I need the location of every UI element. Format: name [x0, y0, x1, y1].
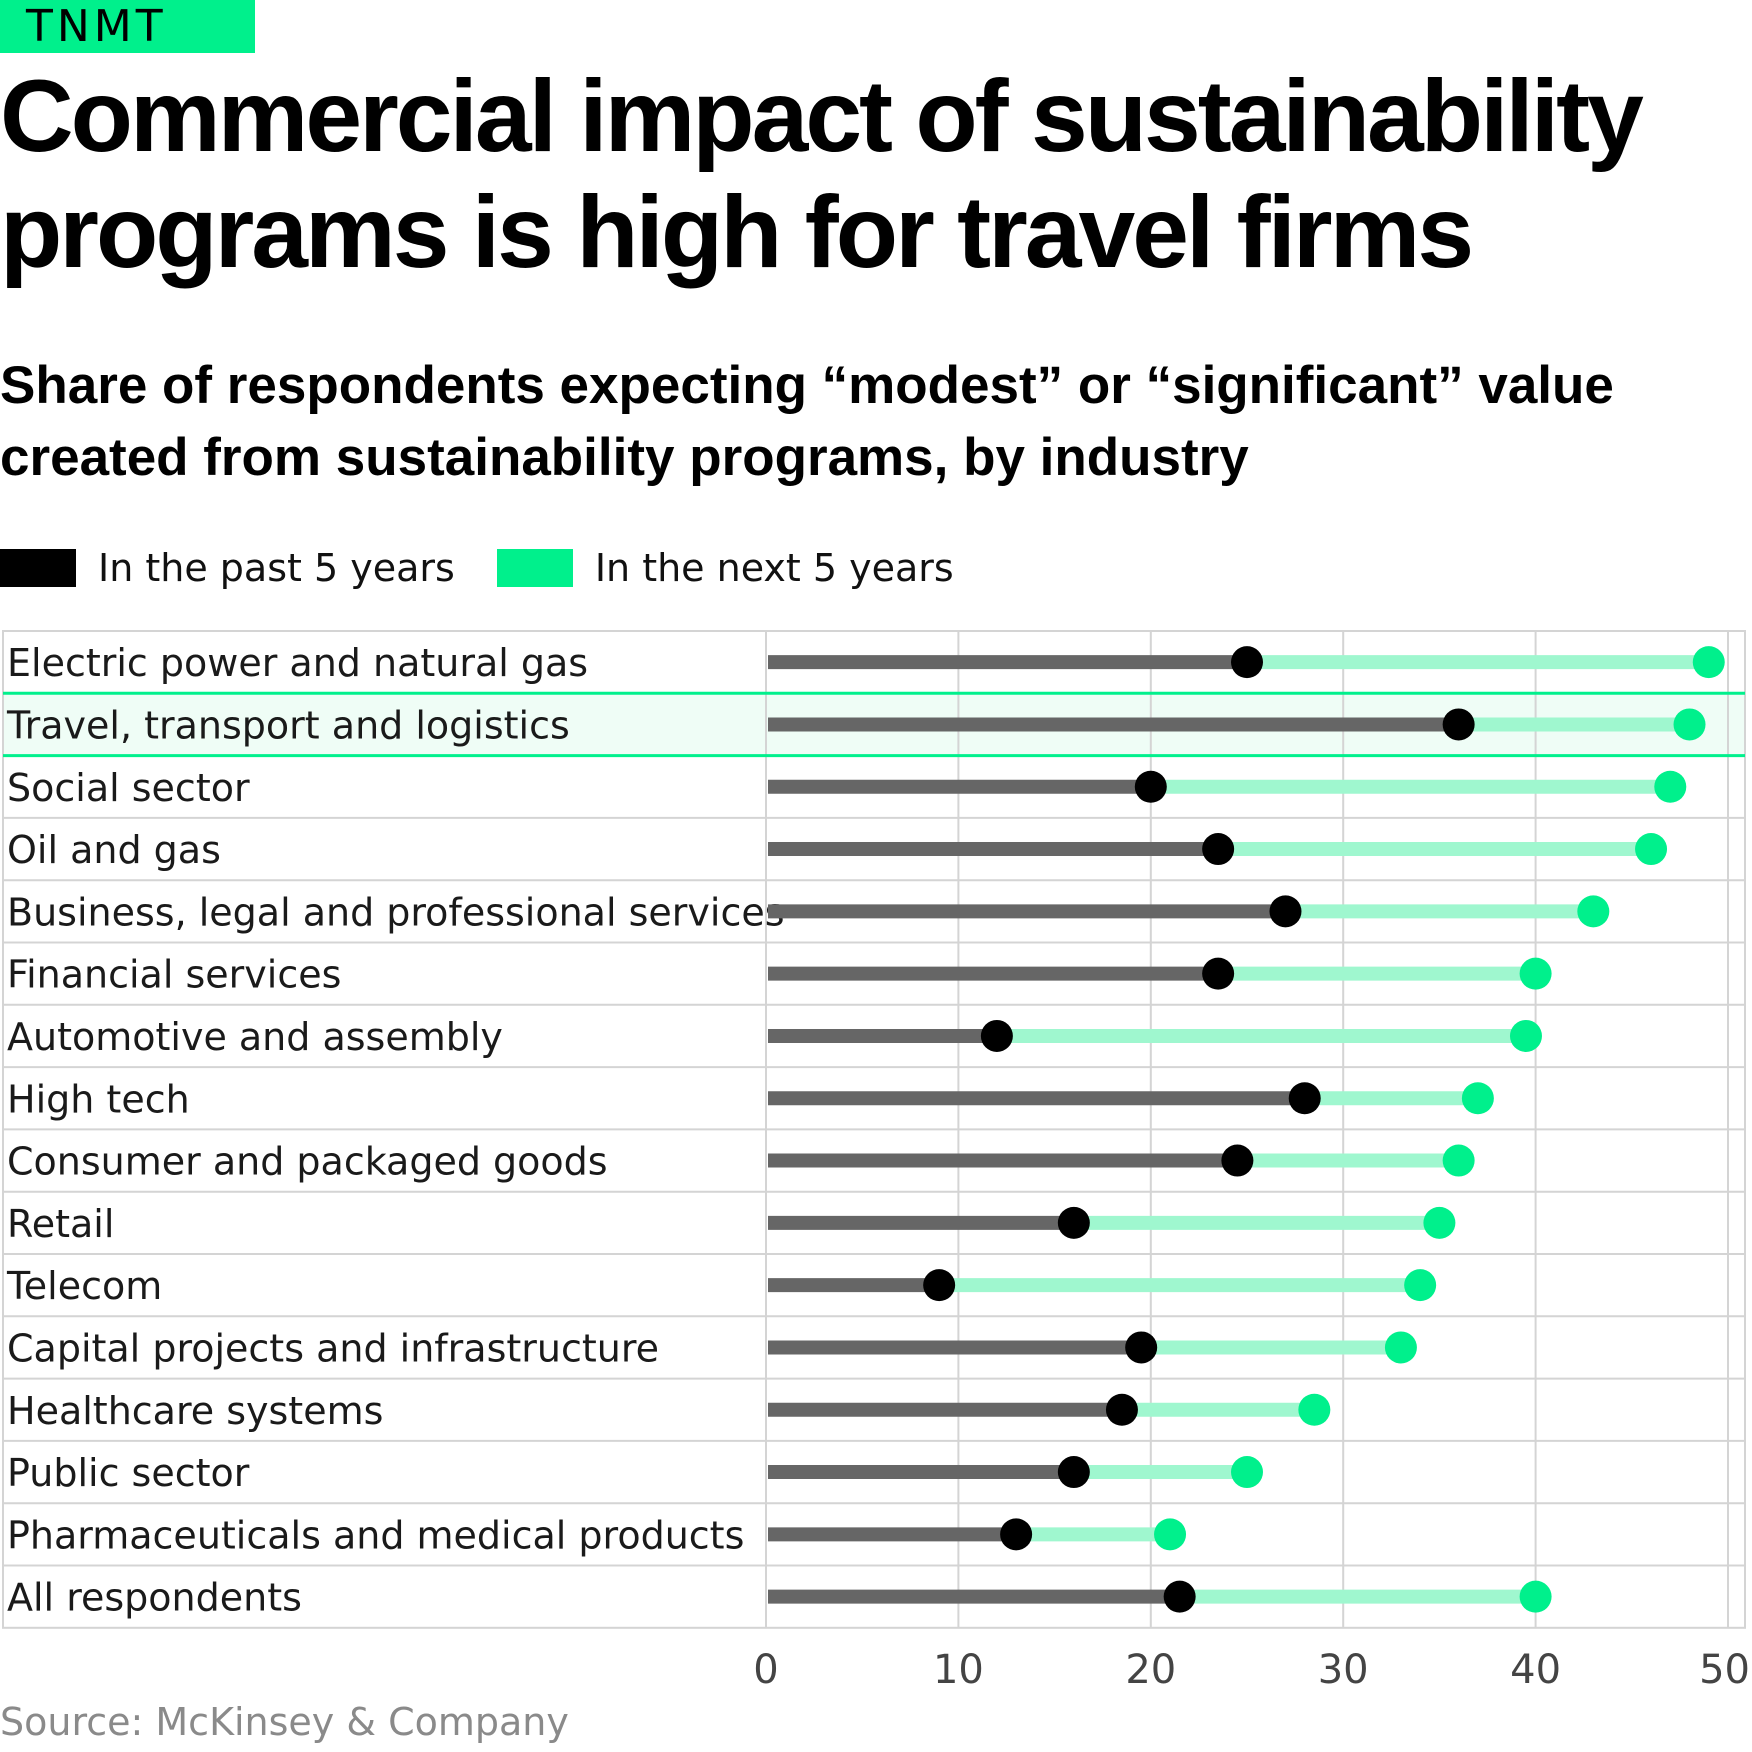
chart-title: Commercial impact of sustainability prog…: [0, 59, 1644, 289]
category-label: Retail: [7, 1202, 114, 1246]
next-point: [1384, 1331, 1417, 1364]
past-point: [1105, 1393, 1138, 1426]
past-point: [1163, 1580, 1196, 1613]
legend-item-past: In the past 5 years: [0, 546, 455, 590]
x-tick-label: 0: [753, 1647, 778, 1685]
next-point: [1442, 1144, 1475, 1177]
next-point: [1692, 646, 1725, 679]
past-point: [1288, 1082, 1321, 1115]
past-point: [1231, 646, 1263, 679]
next-point: [1231, 1456, 1263, 1489]
chart-legend: In the past 5 years In the next 5 years: [0, 540, 996, 596]
next-point: [1404, 1269, 1437, 1302]
category-label: Business, legal and professional service…: [7, 890, 785, 934]
category-label: Consumer and packaged goods: [7, 1140, 608, 1184]
legend-item-next: In the next 5 years: [496, 546, 954, 590]
past-point: [1269, 895, 1302, 928]
past-point: [1000, 1518, 1033, 1551]
brand-logo: TNMT: [0, 0, 255, 53]
past-point: [980, 1019, 1013, 1052]
legend-swatch-past: [0, 549, 76, 587]
legend-label-past: In the past 5 years: [98, 546, 455, 590]
past-point: [1442, 708, 1475, 741]
past-point: [1202, 833, 1235, 866]
category-label: Automotive and assembly: [7, 1015, 503, 1059]
category-label: Financial services: [7, 953, 341, 997]
dumbbell-chart: Electric power and natural gas Travel, tr…: [2, 630, 1750, 1685]
past-point: [923, 1269, 956, 1302]
next-point: [1298, 1393, 1331, 1426]
category-label: Travel, transport and logistics: [6, 703, 570, 747]
brand-name: TNMT: [26, 1, 167, 52]
category-label: Oil and gas: [7, 828, 221, 872]
category-label: Social sector: [7, 766, 250, 810]
category-label: Telecom: [6, 1264, 162, 1308]
past-point: [1221, 1144, 1254, 1177]
x-tick-label: 10: [933, 1647, 984, 1685]
legend-swatch-next: [496, 549, 573, 587]
next-point: [1519, 957, 1552, 990]
chart-subtitle: Share of respondents expecting “modest” …: [0, 356, 1614, 487]
past-point: [1125, 1331, 1158, 1364]
past-point: [1057, 1456, 1090, 1489]
x-tick-label: 40: [1510, 1647, 1561, 1685]
x-tick-label: 50: [1699, 1647, 1750, 1685]
x-tick-label: 20: [1125, 1647, 1176, 1685]
category-label: Public sector: [7, 1451, 250, 1495]
next-point: [1423, 1206, 1456, 1239]
past-point: [1057, 1206, 1090, 1239]
past-point: [1202, 957, 1235, 990]
category-label: Pharmaceuticals and medical products: [7, 1513, 744, 1557]
category-label: Electric power and natural gas: [7, 641, 588, 685]
legend-label-next: In the next 5 years: [594, 546, 954, 590]
next-point: [1154, 1518, 1187, 1551]
category-label: All respondents: [7, 1576, 302, 1620]
past-point: [1134, 770, 1167, 803]
category-label: High tech: [7, 1077, 190, 1121]
next-point: [1635, 833, 1668, 866]
x-tick-label: 30: [1318, 1647, 1369, 1685]
next-point: [1509, 1019, 1542, 1052]
next-point: [1577, 895, 1610, 928]
category-label: Capital projects and infrastructure: [7, 1326, 659, 1370]
next-point: [1654, 770, 1687, 803]
next-point: [1519, 1580, 1552, 1613]
next-point: [1673, 708, 1706, 741]
source-note: Source: McKinsey & Company: [0, 1700, 569, 1744]
next-point: [1461, 1082, 1494, 1115]
category-label: Healthcare systems: [7, 1389, 383, 1433]
